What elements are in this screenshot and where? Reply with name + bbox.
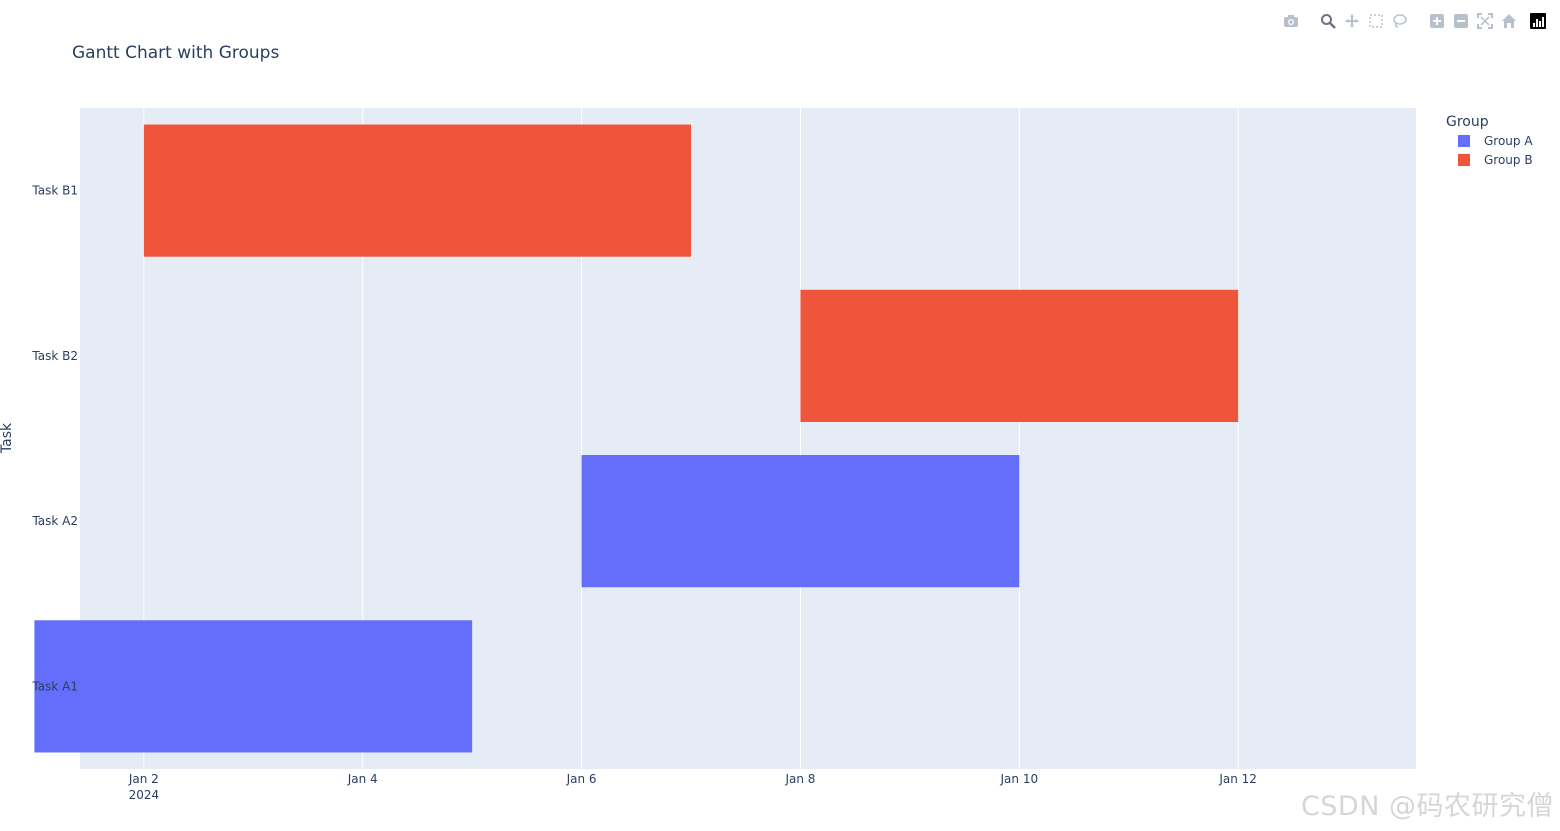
- legend-label: Group B: [1484, 153, 1533, 167]
- x-tick-label: Jan 6: [566, 772, 597, 786]
- autoscale-icon[interactable]: [1474, 10, 1495, 31]
- x-tick-label: Jan 4: [347, 772, 378, 786]
- bar-task-a1: [34, 620, 473, 753]
- y-tick-label: Task A1: [31, 679, 78, 693]
- x-tick-label: Jan 2: [128, 772, 159, 786]
- y-tick-label: Task A2: [31, 514, 78, 528]
- zoom-icon[interactable]: [1317, 10, 1338, 31]
- y-tick-label: Task B1: [31, 184, 78, 198]
- x-tick-labels: Jan 2 2024 Jan 4 Jan 6 Jan 8 Jan 10 Jan 12: [128, 772, 1257, 802]
- chart-title: Gantt Chart with Groups: [72, 43, 279, 63]
- legend-swatch: [1458, 135, 1470, 147]
- legend-item[interactable]: Group B: [1458, 153, 1533, 167]
- legend-swatch: [1458, 154, 1470, 166]
- legend-label: Group A: [1484, 134, 1533, 148]
- y-tick-label: Task B2: [31, 349, 78, 363]
- box-select-icon[interactable]: [1365, 10, 1386, 31]
- x-tick-label: Jan 10: [1000, 772, 1039, 786]
- watermark: CSDN @码农研究僧: [1300, 791, 1554, 822]
- bar-task-b1: [143, 124, 692, 257]
- reset-axes-icon[interactable]: [1498, 10, 1519, 31]
- lasso-icon[interactable]: [1389, 10, 1410, 31]
- legend: Group Group A Group B: [1446, 114, 1533, 167]
- x-tick-label: Jan 12: [1218, 772, 1257, 786]
- y-tick-labels: Task A1 Task A2 Task B2 Task B1: [31, 184, 78, 694]
- bar-task-b2: [800, 289, 1239, 422]
- zoom-out-icon[interactable]: [1450, 10, 1471, 31]
- x-tick-sublabel: 2024: [129, 788, 160, 802]
- zoom-in-icon[interactable]: [1426, 10, 1447, 31]
- x-tick-label: Jan 8: [784, 772, 815, 786]
- plotly-logo-icon[interactable]: [1530, 12, 1546, 29]
- camera-icon[interactable]: [1280, 10, 1301, 31]
- legend-title: Group: [1446, 114, 1489, 130]
- pan-icon[interactable]: [1341, 10, 1362, 31]
- bar-task-a2: [581, 455, 1020, 588]
- modebar: [1280, 10, 1546, 31]
- legend-item[interactable]: Group A: [1458, 134, 1533, 148]
- bars: [34, 124, 1239, 753]
- y-axis-title: Task: [0, 422, 15, 454]
